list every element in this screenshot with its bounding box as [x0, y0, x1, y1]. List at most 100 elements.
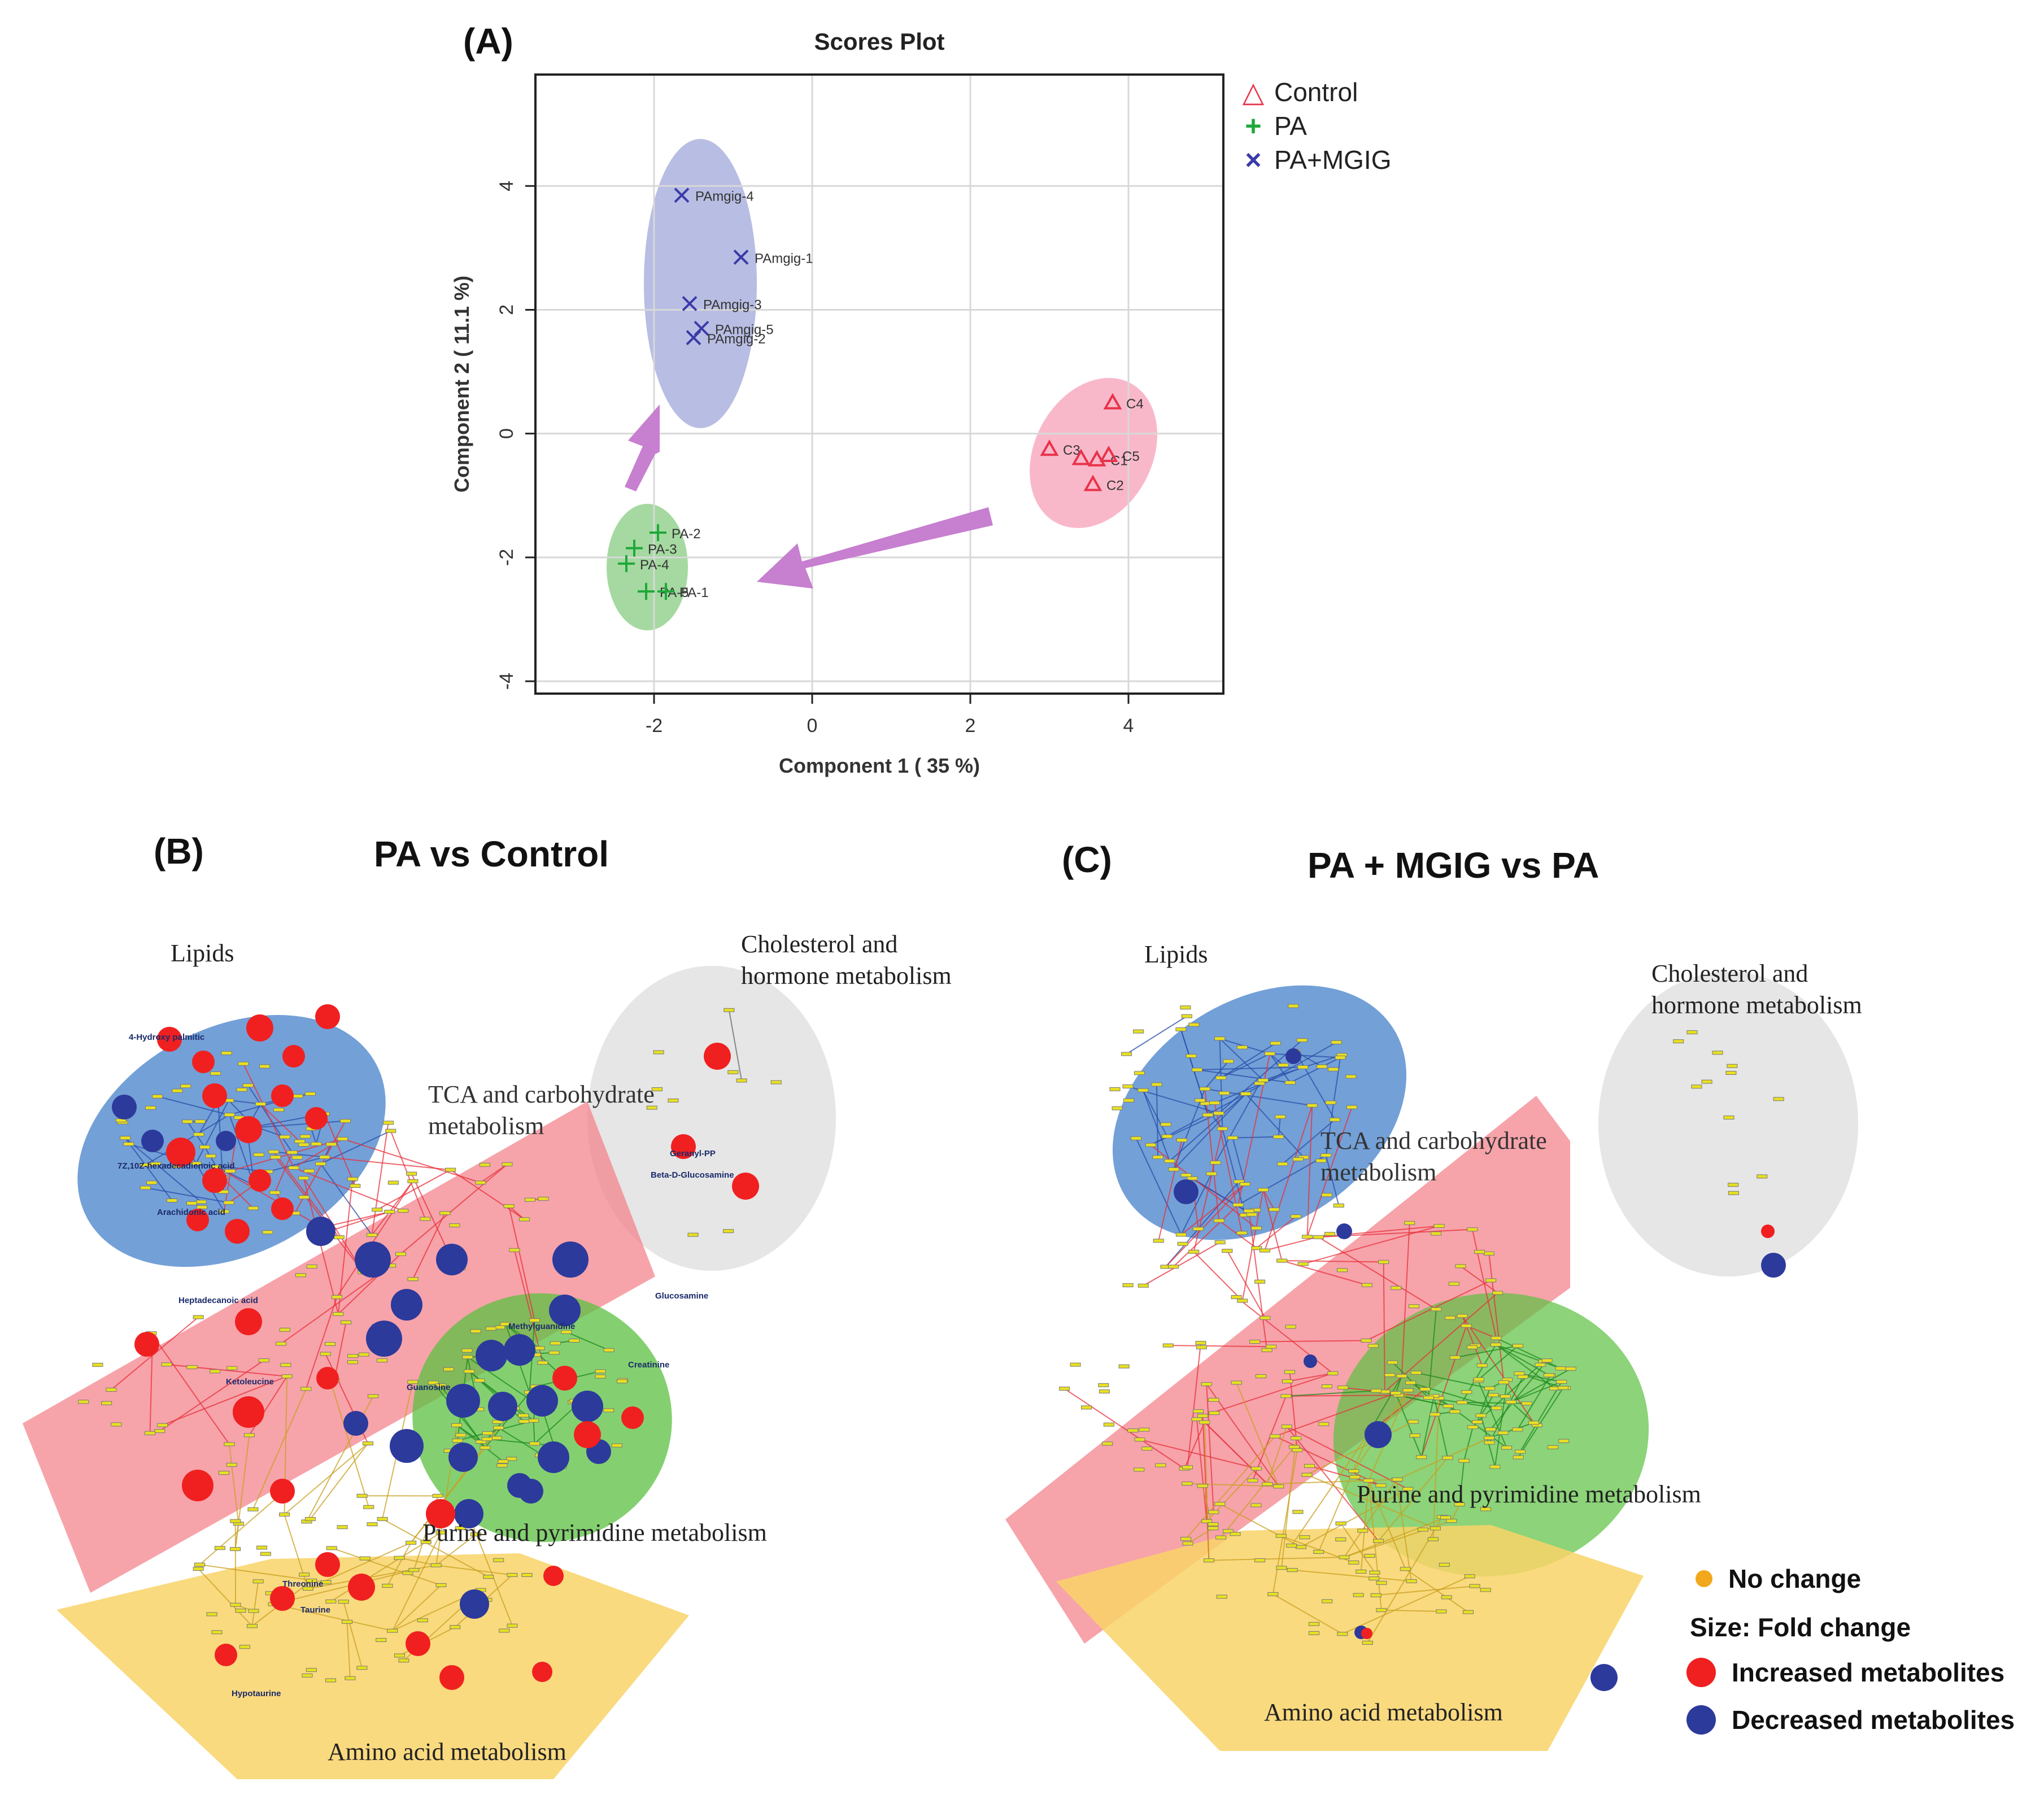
no-change-node: [1498, 1380, 1510, 1384]
no-change-node: [479, 1162, 490, 1167]
no-change-node: [1484, 1386, 1496, 1391]
no-change-node: [1206, 1171, 1217, 1176]
network-edge: [412, 1213, 446, 1280]
no-change-node: [281, 1374, 293, 1379]
no-change-node: [325, 1341, 336, 1346]
legend-decreased-label: Decreased metabolites: [1732, 1705, 2015, 1735]
decreased-node: [306, 1217, 335, 1246]
increased-node: [282, 1045, 305, 1068]
no-change-node: [1363, 1478, 1374, 1483]
increased-node: [270, 1479, 295, 1504]
network-edge: [1401, 1223, 1410, 1376]
no-change-node: [1258, 1188, 1269, 1192]
no-change-node: [1378, 1260, 1389, 1264]
no-change-node: [270, 1155, 281, 1160]
network-edge: [273, 1604, 393, 1632]
network-edge: [1254, 1340, 1366, 1343]
no-change-node: [1216, 1594, 1227, 1599]
no-change-node: [1281, 1424, 1292, 1429]
no-change-node: [402, 1571, 413, 1575]
no-change-node: [646, 1105, 657, 1110]
decreased-node: [538, 1441, 569, 1473]
legend-increased: Increased metabolites: [1686, 1657, 2004, 1688]
network-edge: [1496, 1344, 1561, 1369]
network-edge: [508, 1206, 535, 1321]
b-node-label: Hypotaurine: [232, 1689, 281, 1698]
network-c: [1005, 971, 1858, 1751]
increased-node: [316, 1367, 339, 1389]
no-change-node: [320, 1580, 332, 1584]
no-change-node: [668, 1098, 679, 1103]
no-change-node: [1565, 1366, 1576, 1371]
pamgig-point-marker: [674, 188, 690, 203]
no-change-node: [363, 1505, 374, 1509]
no-change-node: [561, 1330, 572, 1334]
no-change-node: [1556, 1379, 1567, 1384]
no-change-node: [1227, 1135, 1238, 1140]
network-edge: [1489, 1422, 1534, 1439]
no-change-node: [1302, 1235, 1313, 1239]
b-node-label: 7Z,10Z-hexadecadienoic acid: [117, 1161, 235, 1171]
network-edge: [1360, 1480, 1370, 1572]
decreased-node: [460, 1589, 489, 1619]
no-change-node: [306, 1668, 317, 1672]
no-change-node: [1197, 1484, 1208, 1488]
network-edge: [1451, 1504, 1461, 1522]
no-change-node: [1373, 1539, 1384, 1543]
network-edge: [1204, 1422, 1210, 1561]
no-change-node: [1497, 1431, 1509, 1435]
network-edge: [1204, 1422, 1268, 1485]
no-change-node: [1251, 1246, 1262, 1251]
no-change-node: [428, 1380, 439, 1385]
no-change-node: [611, 1443, 622, 1448]
no-change-node: [1417, 1527, 1428, 1532]
no-change-node: [259, 1064, 271, 1069]
no-change-node: [1514, 1371, 1525, 1376]
no-change-node: [1138, 1283, 1149, 1288]
no-change-node: [333, 1312, 344, 1316]
decreased-node: [355, 1241, 391, 1278]
no-change-node: [320, 1352, 331, 1356]
no-change-node: [1396, 1374, 1407, 1378]
decreased-node: [549, 1295, 581, 1326]
panel-b-title: PA vs Control: [374, 834, 609, 874]
network-edge: [1432, 1398, 1440, 1540]
no-change-node: [268, 1149, 280, 1154]
data-points: C4C3C1C5C2PA-2PA-3PA-4PA-5PA-1PAmgig-4PA…: [618, 188, 1144, 600]
no-change-node: [736, 1078, 747, 1083]
network-edge: [435, 1533, 476, 1566]
no-change-node: [1122, 1283, 1134, 1287]
no-change-node: [372, 1208, 383, 1212]
no-change-node: [1535, 1362, 1546, 1367]
no-change-node: [236, 1087, 247, 1092]
network-edge: [1495, 1344, 1549, 1376]
no-change-node: [1461, 1390, 1472, 1395]
no-change-node: [1457, 1400, 1468, 1405]
network-edge: [151, 1333, 230, 1445]
no-change-node: [1349, 1475, 1361, 1479]
x-axis-label: Component 1 ( 35 %): [779, 754, 980, 777]
decreased-node: [504, 1334, 535, 1366]
no-change-node: [476, 1440, 487, 1444]
increased-node: [246, 1014, 273, 1042]
b-tca-label-2: metabolism: [428, 1112, 544, 1140]
no-change-node: [1181, 1014, 1192, 1018]
no-change-node: [1222, 1249, 1233, 1253]
no-change-node: [1308, 1631, 1319, 1635]
no-change-node: [1480, 1507, 1492, 1511]
no-change-node: [398, 1209, 409, 1213]
pa-point-marker: [626, 539, 643, 557]
network-edge: [1289, 1057, 1341, 1083]
network-edge: [1460, 1265, 1498, 1293]
no-change-node: [506, 1457, 517, 1461]
no-change-node: [368, 1394, 379, 1399]
no-change-node: [1195, 1341, 1206, 1345]
region-shapes: [23, 966, 836, 1779]
no-change-node: [1153, 1239, 1164, 1243]
no-change-node: [1262, 1482, 1273, 1486]
network-edge: [1488, 1253, 1505, 1383]
nodes: [78, 1004, 782, 1690]
no-change-node: [1239, 1182, 1250, 1187]
no-change-node: [273, 1108, 284, 1112]
network-edge: [1318, 1236, 1437, 1310]
